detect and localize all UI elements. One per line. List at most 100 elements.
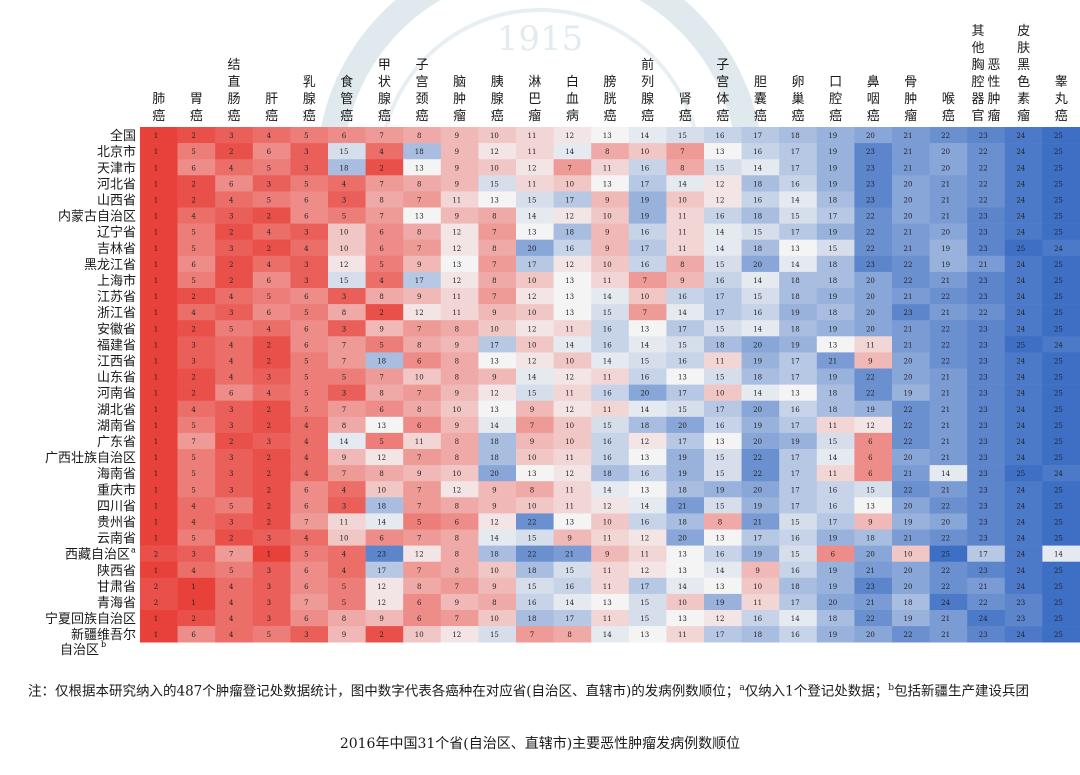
cell-value: 19 [640,197,649,205]
cell-value: 3 [304,261,308,269]
cell-value: 9 [755,567,759,575]
cell-value: 23 [979,486,988,494]
cell-value: 4 [191,406,196,414]
heatmap-cell [666,626,705,643]
cell-value: 5 [379,341,383,349]
cell-value: 7 [342,406,346,414]
cell-value: 6 [417,615,422,623]
column-label: 白血病 [566,74,579,124]
cell-value: 21 [941,197,950,205]
cell-value: 20 [753,406,762,414]
heatmap-cell [779,143,818,160]
cell-value: 23 [979,325,988,333]
cell-value: 1 [154,325,158,333]
heatmap-cell [666,304,705,321]
cell-value: 22 [941,325,950,333]
heatmap-cell [591,127,630,144]
cell-value: 12 [452,631,461,639]
heatmap-cell [478,271,517,289]
heatmap-cell [140,143,178,160]
heatmap-cell [779,481,818,498]
heatmap-cell [816,513,855,530]
cell-value: 13 [603,132,612,140]
cell-value: 8 [342,615,346,623]
heatmap-cell [478,561,517,579]
cell-value: 15 [640,599,649,607]
heatmap-cell [967,432,1006,450]
cell-value: 20 [904,180,913,188]
cell-value: 1 [154,229,158,237]
cell-value: 17 [716,631,725,639]
cell-value: 19 [716,599,725,607]
column-label-text: 恶性肿瘤 [987,58,1000,124]
heatmap-cell [478,577,517,595]
heatmap-cell [328,143,366,160]
cell-value: 11 [452,309,461,317]
heatmap-cell [929,626,968,643]
heatmap-cell [967,207,1006,224]
heatmap-cell [892,304,930,321]
heatmap-cell [215,529,254,546]
cell-value: 7 [417,486,421,494]
heatmap-cell [140,271,178,289]
column-label: 食管癌 [340,74,353,124]
heatmap-cell [440,175,479,192]
cell-value: 2 [229,438,233,446]
heatmap-cell [816,255,855,273]
cell-value: 3 [304,229,308,237]
cell-value: 13 [678,567,687,575]
cell-value: 18 [828,277,837,285]
heatmap-cell [666,223,705,240]
heatmap-cell [704,191,742,208]
heatmap-cell [854,288,893,305]
heatmap-cell [403,626,442,643]
heatmap-cell [252,191,291,208]
heatmap-cell [1004,529,1043,546]
heatmap-cell [365,336,404,353]
footnote-mark-a: a [739,683,745,693]
heatmap-cell [666,175,705,192]
heatmap-cell [478,432,517,450]
heatmap-cell [177,513,216,530]
cell-value: 16 [565,245,574,253]
cell-value: 14 [716,567,725,575]
row-label-continued: 自治区 [60,643,99,658]
heatmap-cell [516,593,554,611]
cell-value: 16 [716,277,725,285]
heatmap-cell [365,529,404,546]
cell-value: 21 [979,583,988,591]
heatmap-cell [440,191,479,208]
cell-value: 23 [979,438,988,446]
cell-value: 21 [904,148,913,156]
heatmap-cell [628,449,667,466]
heatmap-cell [741,545,780,562]
heatmap-cell [628,255,667,273]
column-label: 子宫颈癌 [415,58,428,124]
cell-value: 17 [791,422,800,430]
heatmap-cell [440,449,479,466]
cell-value: 18 [753,631,762,639]
cell-value: 9 [605,197,609,205]
cell-value: 1 [154,148,158,156]
cell-value: 12 [528,164,537,172]
heatmap-cell [892,271,930,289]
cell-value: 5 [229,502,233,510]
cell-value: 12 [377,599,386,607]
heatmap-cell [1004,304,1043,321]
heatmap-cell [591,352,630,369]
cell-value: 24 [1016,454,1025,462]
heatmap-cell [215,481,254,498]
heatmap-cell [516,352,554,369]
heatmap-cell [854,400,893,418]
cell-value: 2 [154,551,158,559]
cell-value: 22 [528,519,537,527]
column-label: 口腔癌 [829,75,842,124]
heatmap-cell [816,432,855,450]
heatmap-cell [365,449,404,466]
cell-value: 24 [1016,293,1025,301]
cell-value: 21 [941,438,950,446]
cell-value: 25 [1054,197,1063,205]
cell-value: 20 [866,293,875,301]
heatmap-cell [177,255,216,273]
cell-value: 8 [379,470,383,478]
